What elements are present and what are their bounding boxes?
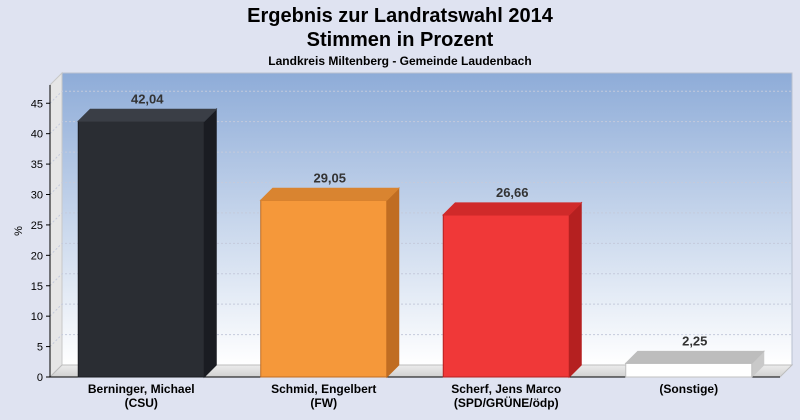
data-label: 29,05: [313, 170, 346, 185]
gridline: [49, 182, 792, 195]
bar-top: [624, 350, 765, 364]
data-label: 2,25: [682, 333, 707, 348]
x-tick-label: (SPD/GRÜNE/ödp): [454, 395, 559, 410]
gridline: [49, 242, 792, 256]
y-tick-label: 35: [31, 159, 43, 171]
bar-top: [77, 108, 218, 122]
y-tick-label: 10: [31, 311, 43, 323]
plot-side-wall: [49, 71, 63, 379]
y-tick-label: 0: [37, 372, 43, 384]
data-label: 26,66: [496, 185, 529, 200]
y-tick-label: 30: [31, 190, 43, 202]
y-tick-label: 45: [31, 98, 43, 110]
x-tick-label: Scherf, Jens Marco: [451, 382, 561, 396]
chart-title-line2: Stimmen in Prozent: [306, 29, 494, 51]
bar-top: [259, 187, 400, 201]
x-tick-label: Schmid, Engelbert: [271, 382, 376, 396]
x-tick-label: (CSU): [125, 396, 158, 410]
gridline: [49, 212, 792, 226]
chart-subtitle: Landkreis Miltenberg - Gemeinde Laudenba…: [268, 54, 532, 68]
bar: [77, 120, 205, 378]
gridline: [49, 334, 792, 347]
x-tick-label: (FW): [310, 396, 337, 410]
bar-side: [203, 108, 217, 379]
x-tick-label: (Sonstige): [659, 382, 718, 396]
gridline: [49, 90, 792, 104]
bar-side: [568, 201, 582, 379]
x-tick-label: Berninger, Michael: [88, 382, 195, 396]
bar: [442, 214, 570, 378]
y-axis-label: %: [13, 226, 25, 236]
gridline: [49, 121, 792, 135]
bar: [260, 199, 388, 378]
y-tick-label: 20: [31, 250, 43, 262]
y-tick-label: 25: [31, 220, 43, 232]
gridline: [49, 303, 792, 317]
bar-side: [386, 187, 400, 379]
bar: [625, 362, 753, 378]
y-tick-label: 15: [31, 281, 43, 293]
y-tick-label: 40: [31, 129, 43, 141]
y-tick-label: 5: [37, 342, 43, 354]
gridline: [49, 151, 792, 165]
bar-top: [442, 202, 583, 216]
gridline: [49, 273, 792, 287]
chart-title: Ergebnis zur Landratswahl 2014: [247, 5, 553, 27]
data-label: 42,04: [131, 91, 164, 106]
